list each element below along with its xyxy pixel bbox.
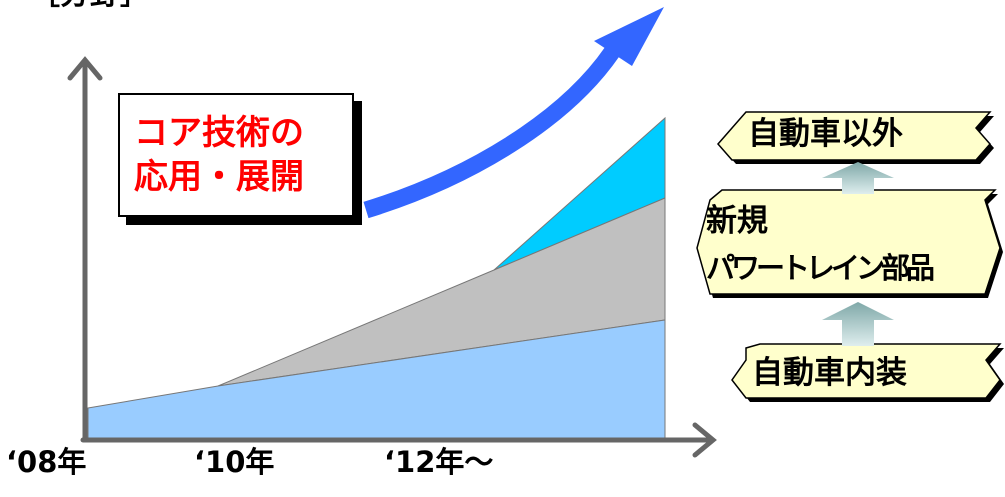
tag-top-shape	[717, 111, 992, 161]
up-arrow-icon	[822, 162, 894, 194]
area-layer-base	[87, 319, 666, 439]
callout-line-2: 応用・展開	[134, 157, 304, 197]
tag-top-label: 自動車以外	[748, 116, 903, 152]
tag-middle-shape	[696, 189, 1001, 295]
up-arrow-icon	[822, 302, 894, 346]
x-axis-label-2008: ‘08年	[6, 445, 87, 479]
callout-box: コア技術の 応用・展開	[118, 93, 354, 217]
callout-line-1: コア技術の	[134, 113, 304, 153]
x-axis-label-2012: ‘12年～	[384, 445, 494, 479]
tag-bottom-shape	[731, 343, 1002, 399]
tag-bottom-label: 自動車内装	[752, 355, 907, 391]
x-axis-label-2010: ‘10年	[194, 445, 275, 479]
curved-up-arrow-icon	[363, 7, 664, 219]
tag-middle-label-1: 新規	[706, 203, 768, 239]
x-axis	[80, 422, 717, 458]
y-axis	[67, 56, 103, 443]
unit-label: ［分野］	[30, 0, 150, 10]
tag-middle-label-2: パワートレイン部品	[706, 251, 935, 285]
